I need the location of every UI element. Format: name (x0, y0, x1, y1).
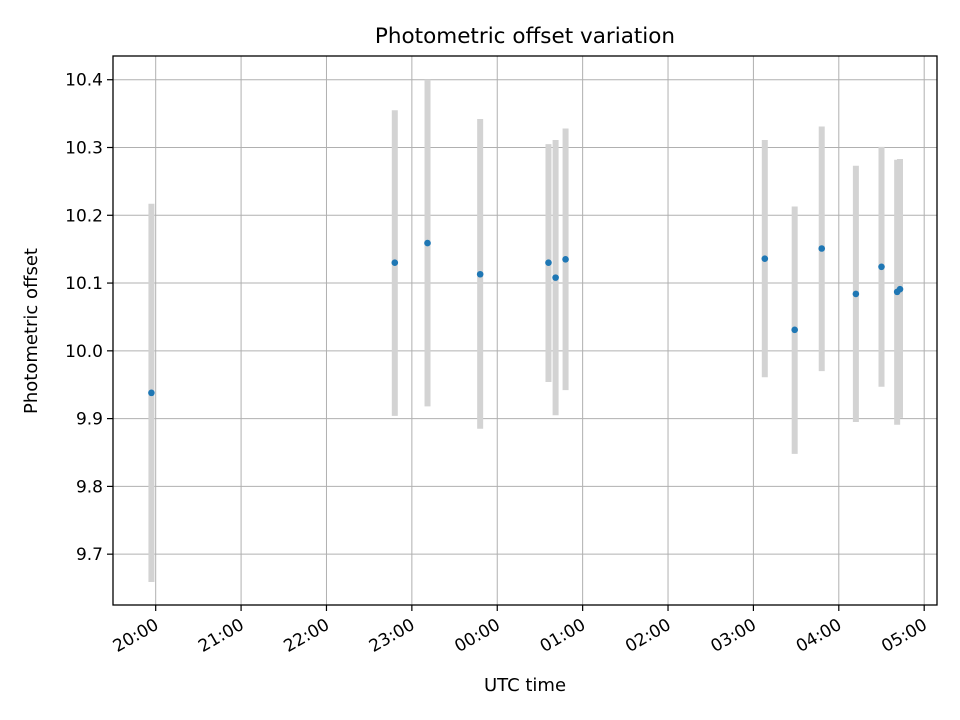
y-tick-label: 9.9 (76, 410, 103, 430)
data-point (761, 255, 769, 262)
x-tick-label: 01:00 (537, 615, 589, 657)
plot-frame (112, 55, 938, 606)
data-point (148, 389, 155, 397)
y-tick-label: 10.4 (65, 71, 103, 91)
axis-ticks: 20:00 21:00 22:00 23:00 00:00 01:00 02:00 03:00… (65, 71, 931, 657)
x-tick-label: 23:00 (366, 615, 418, 657)
y-tick-label: 10.2 (65, 206, 103, 226)
x-tick-label: 03:00 (707, 615, 759, 657)
data-point (391, 259, 399, 267)
data-point (424, 239, 431, 247)
y-tick-label: 9.8 (76, 477, 103, 497)
x-tick-label: 00:00 (451, 615, 503, 657)
data-point (791, 326, 798, 334)
x-axis-label: UTC time (484, 675, 566, 696)
data-point (878, 263, 885, 271)
y-tick-label: 9.7 (76, 545, 103, 565)
x-tick-label: 20:00 (110, 615, 162, 657)
data-point (476, 270, 484, 278)
x-tick-label: 22:00 (281, 615, 333, 657)
data-point (896, 285, 904, 293)
grid-lines (113, 56, 937, 605)
data-point (545, 259, 552, 267)
data-points (148, 239, 904, 397)
x-tick-label: 05:00 (878, 615, 930, 657)
x-tick-label: 21:00 (195, 615, 247, 657)
y-axis-label: Photometric offset (21, 248, 42, 414)
y-tick-label: 10.3 (65, 139, 103, 159)
data-point (562, 256, 569, 263)
data-point (818, 245, 826, 252)
y-tick-label: 10.0 (65, 342, 103, 362)
x-tick-label: 02:00 (622, 615, 674, 657)
data-point (852, 290, 860, 298)
data-point (552, 274, 559, 281)
y-tick-label: 10.1 (65, 274, 103, 294)
chart-title: Photometric offset variation (375, 24, 675, 49)
error-bars (148, 79, 903, 582)
x-tick-label: 04:00 (793, 615, 845, 657)
